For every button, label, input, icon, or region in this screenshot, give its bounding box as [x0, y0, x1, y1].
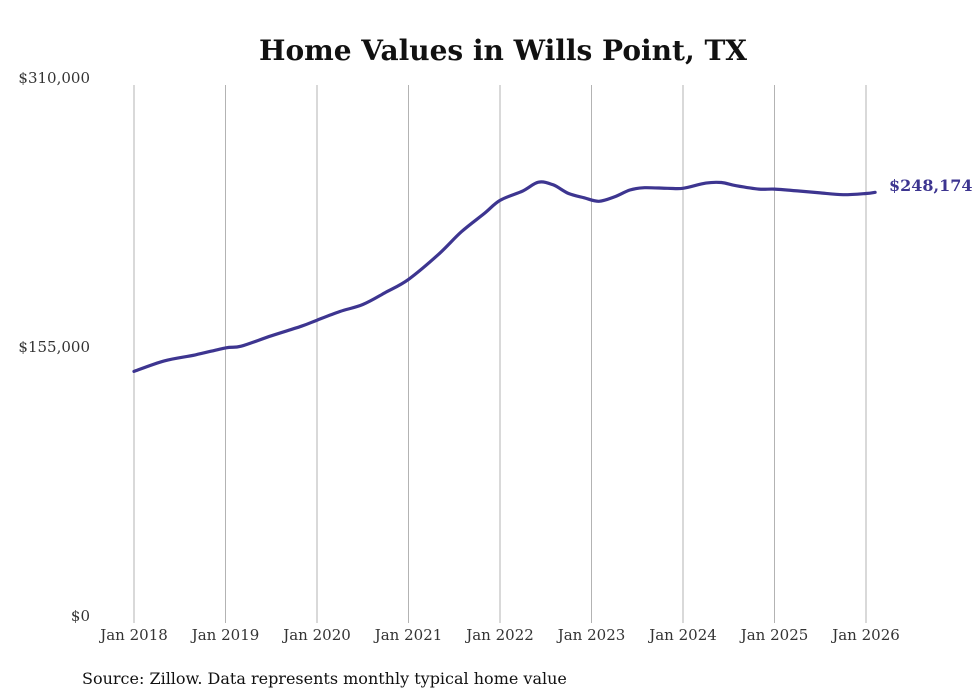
gridlines: [133, 85, 867, 623]
x-axis-ticks: Jan 2018 Jan 2019 Jan 2020 Jan 2021 Jan 2022…: [98, 626, 900, 644]
x-tick-label: Jan 2018: [98, 626, 168, 644]
x-tick-label: Jan 2024: [647, 626, 717, 644]
x-tick-label: Jan 2020: [281, 626, 351, 644]
y-tick-label: $310,000: [18, 69, 90, 87]
x-tick-label: Jan 2019: [190, 626, 260, 644]
x-tick-label: Jan 2025: [739, 626, 809, 644]
x-tick-label: Jan 2022: [464, 626, 534, 644]
y-tick-label: $155,000: [18, 338, 90, 356]
x-tick-label: Jan 2021: [373, 626, 443, 644]
y-tick-label: $0: [71, 607, 90, 625]
end-value-label: $248,174: [889, 176, 973, 195]
series-layer: [132, 180, 877, 373]
source-note: Source: Zillow. Data represents monthly …: [82, 669, 567, 688]
series-line: [132, 180, 877, 373]
y-axis-ticks: $0 $155,000 $310,000: [18, 69, 90, 625]
x-tick-label: Jan 2023: [556, 626, 626, 644]
x-tick-label: Jan 2026: [830, 626, 900, 644]
chart-title: Home Values in Wills Point, TX: [259, 34, 747, 67]
